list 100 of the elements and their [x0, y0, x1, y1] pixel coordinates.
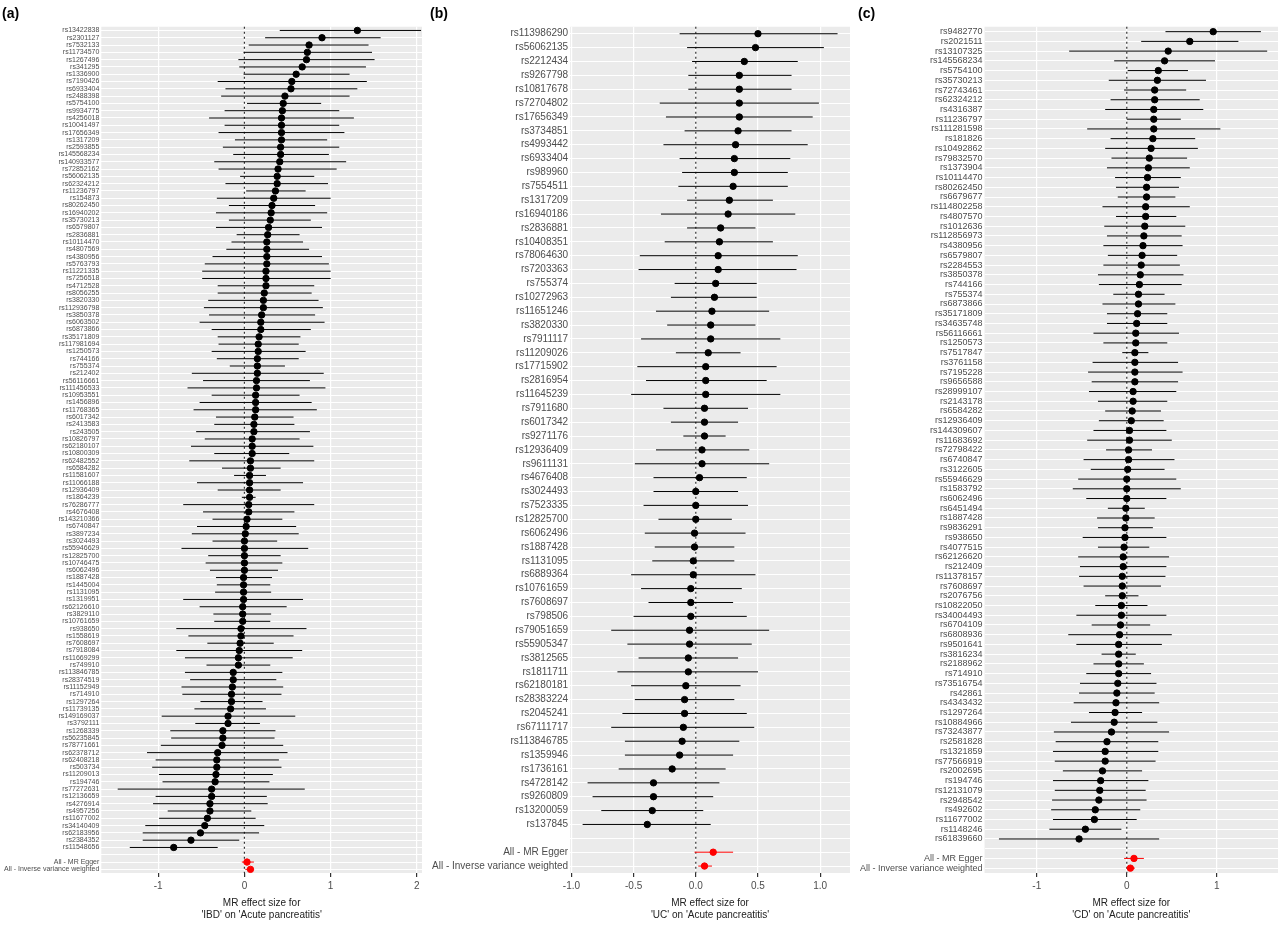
y-tick-label: rs11683692 — [935, 434, 983, 445]
y-tick-label: All - MR Egger — [924, 852, 983, 863]
y-tick-label: rs56062135 — [515, 41, 569, 53]
y-tick-label: All - Inverse variance weighted — [431, 859, 569, 871]
y-tick-label: rs2212434 — [520, 55, 569, 67]
y-tick-label: rs7203363 — [520, 263, 569, 275]
y-tick-label: rs11651246 — [516, 304, 569, 316]
point — [678, 737, 686, 745]
y-tick-label: rs6679677 — [940, 191, 983, 202]
y-tick-label: rs4077515 — [940, 541, 983, 552]
point — [690, 529, 699, 537]
x-tick-label: 1.0 — [813, 879, 828, 891]
x-axis-title: MR effect size for 'IBD' on 'Acute pancreatitis' — [201, 896, 322, 920]
point — [734, 127, 742, 135]
point — [698, 446, 706, 454]
y-tick-label: rs10822050 — [935, 600, 983, 611]
y-tick-label: rs492602 — [945, 804, 983, 815]
y-tick-label: rs10492862 — [935, 142, 983, 153]
y-tick-label: rs34004493 — [935, 609, 983, 620]
y-tick-label: rs12936409 — [515, 443, 569, 455]
point — [700, 432, 709, 440]
point — [687, 612, 695, 621]
y-tick-label: rs28999107 — [935, 386, 983, 397]
y-tick-label: rs3122605 — [940, 463, 983, 474]
y-tick-label: rs55946629 — [935, 473, 983, 484]
x-tick-label: 0.0 — [688, 879, 704, 891]
y-tick-label: rs3024493 — [520, 485, 569, 497]
y-tick-label: rs79832570 — [935, 152, 983, 163]
point — [702, 376, 710, 385]
y-tick-label: rs1359946 — [520, 748, 569, 760]
y-tick-label: rs755374 — [526, 277, 569, 289]
y-tick-label: rs6062496 — [940, 493, 983, 504]
y-tick-label: rs62126620 — [935, 551, 983, 562]
y-tick-label: rs11645239 — [516, 388, 569, 400]
y-tick-label: rs9656588 — [940, 376, 983, 387]
y-tick-label: rs1811711 — [522, 665, 569, 677]
point — [708, 307, 716, 315]
y-tick-label: rs7517847 — [940, 347, 983, 358]
y-tick-label: rs28383224 — [515, 693, 569, 705]
y-tick-label: rs1373904 — [940, 162, 983, 173]
y-tick-label: rs2143178 — [940, 395, 983, 406]
y-tick-label: rs1148246 — [940, 823, 983, 834]
y-tick-label: rs12131079 — [935, 784, 983, 795]
point — [716, 224, 725, 232]
y-tick-label: rs7911117 — [523, 332, 569, 344]
point — [649, 793, 658, 801]
y-tick-label: rs1583792 — [940, 483, 983, 494]
y-tick-label: rs10114470 — [935, 172, 983, 183]
y-tick-label: rs67111717 — [516, 721, 569, 733]
y-tick-label: All - Inverse variance weighted — [860, 862, 983, 873]
y-tick-label: rs755374 — [945, 288, 983, 299]
point — [643, 820, 651, 829]
point — [725, 196, 734, 204]
y-tick-label: rs6062496 — [520, 526, 569, 538]
point — [685, 626, 694, 634]
y-tick-label: rs1736161 — [520, 762, 569, 774]
y-tick-label: rs56116661 — [935, 327, 983, 338]
y-tick-label: rs4676408 — [520, 471, 569, 483]
point — [730, 154, 739, 163]
y-tick-label: rs3734851 — [520, 124, 569, 136]
point — [709, 848, 717, 856]
y-tick-label: rs6873866 — [940, 298, 983, 309]
y-tick-label: rs2002695 — [940, 765, 983, 776]
y-tick-label: rs4380956 — [940, 240, 983, 251]
y-tick-label: rs3820330 — [520, 318, 569, 330]
text: (c) — [858, 5, 876, 22]
y-tick-label: rs5754100 — [940, 65, 983, 76]
y-tick-label: rs6704109 — [940, 619, 983, 630]
y-tick-label: rs6584282 — [940, 405, 983, 416]
y-tick-label: rs10884966 — [935, 716, 983, 727]
point — [710, 293, 719, 302]
y-tick-label: rs9267798 — [520, 69, 569, 81]
y-tick-label: rs9260809 — [520, 790, 569, 802]
y-tick-label: rs714910 — [945, 668, 983, 679]
y-tick-label: rs34635748 — [935, 317, 983, 328]
point — [680, 695, 689, 704]
point — [690, 543, 699, 551]
y-tick-label: rs77566919 — [935, 755, 983, 766]
y-tick-label: rs62324212 — [935, 94, 983, 105]
y-tick-label: rs78064630 — [515, 249, 569, 261]
y-tick-label: rs181826 — [945, 133, 983, 144]
y-tick-label: rs6808936 — [940, 629, 983, 640]
point — [735, 85, 744, 93]
point — [684, 654, 693, 662]
y-tick-label: rs13107325 — [935, 45, 983, 56]
y-tick-label: rs6740847 — [940, 454, 983, 465]
x-tick-label: 0 — [241, 879, 248, 891]
point — [711, 279, 720, 288]
y-tick-label: rs113846785 — [510, 734, 569, 746]
y-tick-label: rs113986290 — [510, 27, 569, 39]
point — [702, 362, 710, 371]
y-tick-label: rs11209026 — [516, 346, 569, 358]
point — [731, 141, 740, 149]
y-tick-label: rs2284553 — [940, 259, 983, 270]
chart-title: (a) — [2, 5, 20, 22]
y-tick-label: rs72704802 — [515, 96, 569, 108]
y-tick-label: rs1887428 — [520, 540, 569, 552]
y-tick-label: rs12936409 — [935, 415, 983, 426]
y-tick-label: rs7523335 — [520, 499, 569, 511]
point — [648, 806, 656, 815]
